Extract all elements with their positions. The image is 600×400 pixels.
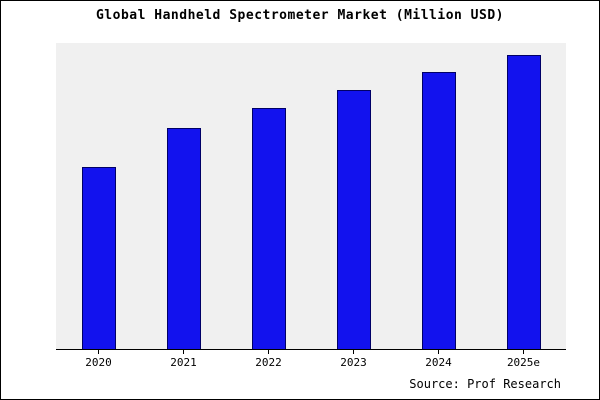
bar-2024 [421,72,456,349]
x-axis-tick [268,350,269,354]
x-axis-label: 2022 [255,356,282,369]
bar-2023 [336,90,371,349]
x-axis-cell: 2023 [311,350,396,372]
x-axis-tick [353,350,354,354]
bar-2021 [166,128,201,349]
x-axis-label: 2020 [85,356,112,369]
source-credit: Source: Prof Research [409,377,561,391]
x-axis-label: 2025e [506,356,541,369]
x-axis-label: 2023 [340,356,367,369]
bar-2022 [251,107,286,349]
plot-area [56,43,566,350]
x-axis-tick [523,350,524,354]
bar-2025e [506,54,541,349]
x-axis-cell: 2021 [141,350,226,372]
x-axis-labels: 2020 2021 2022 2023 2024 2025e [56,350,566,372]
x-axis-cell: 2025e [481,350,566,372]
x-axis-cell: 2022 [226,350,311,372]
x-axis-label: 2024 [425,356,452,369]
x-axis-cell: 2020 [56,350,141,372]
x-axis-tick [438,350,439,354]
x-axis-cell: 2024 [396,350,481,372]
x-axis-label: 2021 [170,356,197,369]
bar-2020 [81,166,116,349]
x-axis-tick [183,350,184,354]
x-axis-tick [98,350,99,354]
chart-title: Global Handheld Spectrometer Market (Mil… [95,8,504,23]
